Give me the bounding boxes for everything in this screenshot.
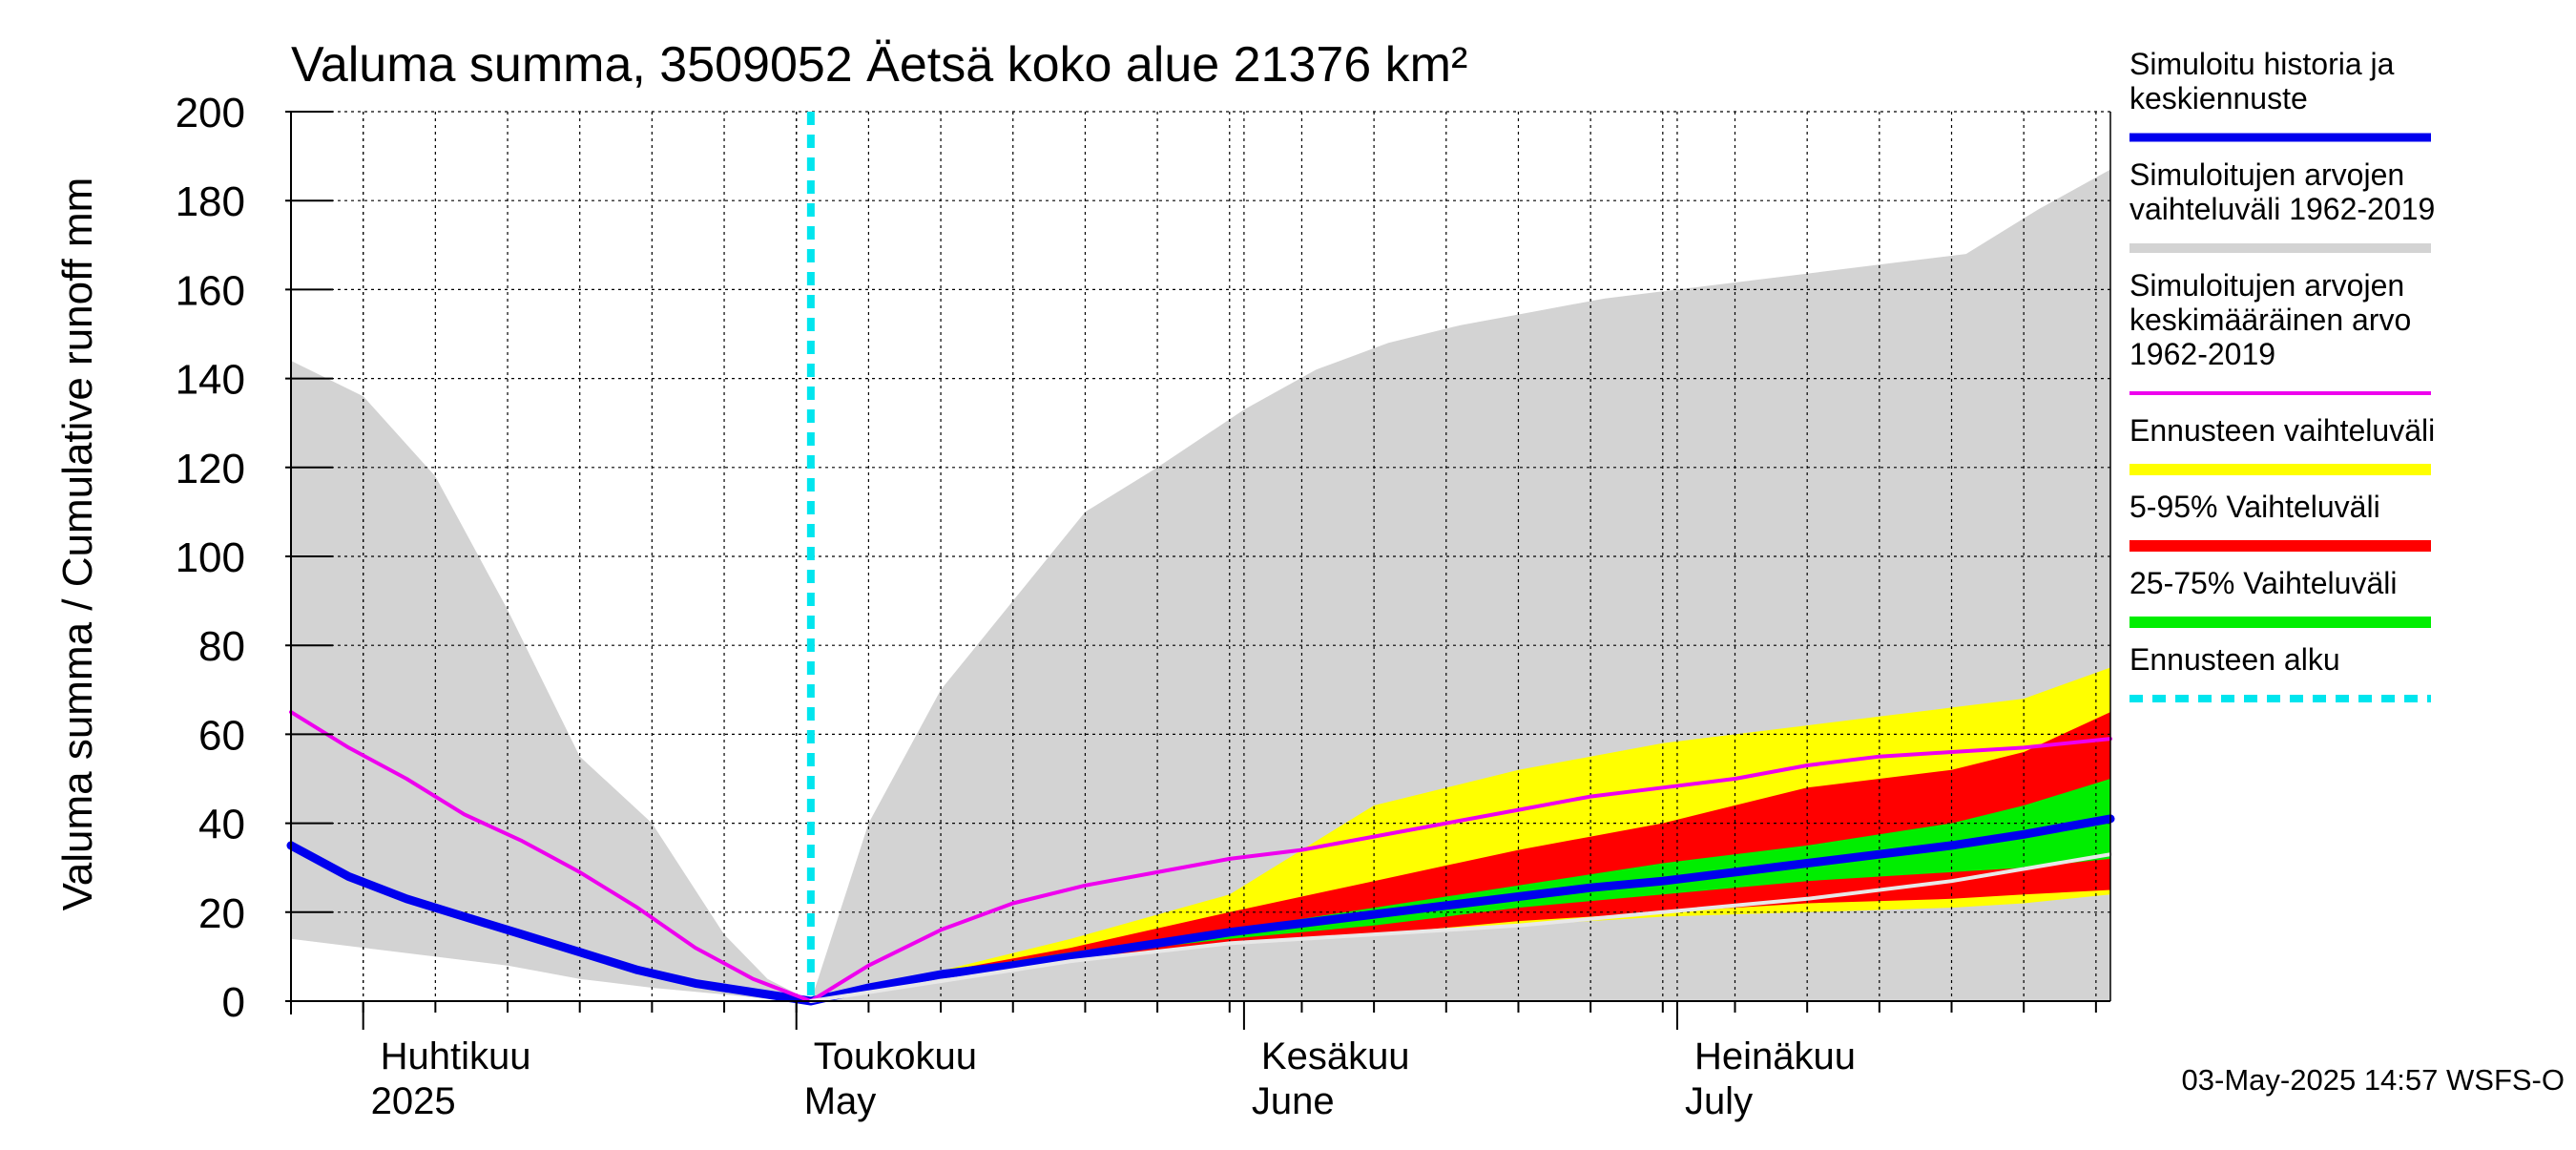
legend-label-2: Simuloitujen arvojen bbox=[2129, 268, 2404, 303]
y-tick-label: 40 bbox=[198, 802, 245, 848]
y-tick-label: 140 bbox=[176, 357, 245, 404]
x-month-label-fi-2: Kesäkuu bbox=[1261, 1035, 1410, 1077]
line-layer bbox=[286, 112, 2115, 1006]
series-line-0 bbox=[286, 814, 2115, 1006]
y-tick-label: 180 bbox=[176, 178, 245, 225]
x-month-label-fi-3: Heinäkuu bbox=[1694, 1035, 1856, 1077]
x-month-label-en-3: July bbox=[1685, 1080, 1753, 1122]
y-tick-label: 120 bbox=[176, 446, 245, 492]
legend-label-3: Ennusteen vaihteluväli bbox=[2129, 413, 2435, 448]
y-tick-label: 0 bbox=[222, 979, 245, 1026]
x-month-label-en-1: May bbox=[804, 1080, 877, 1122]
chart-title: Valuma summa, 3509052 Äetsä koko alue 21… bbox=[291, 37, 1467, 93]
legend-label-5: 25-75% Vaihteluväli bbox=[2129, 566, 2397, 600]
series-line-1 bbox=[289, 710, 2112, 1003]
legend-label-4: 5-95% Vaihteluväli bbox=[2129, 490, 2380, 524]
band-area-1 bbox=[810, 667, 2110, 1001]
y-axis-label: Valuma summa / Cumulative runoff mm bbox=[54, 178, 101, 911]
y-tick-label: 200 bbox=[176, 90, 245, 136]
legend-label-0: Simuloitu historia ja bbox=[2129, 47, 2395, 81]
y-tick-label: 80 bbox=[198, 623, 245, 670]
y-tick-label: 160 bbox=[176, 267, 245, 314]
y-tick-label: 20 bbox=[198, 890, 245, 937]
y-tick-label: 60 bbox=[198, 712, 245, 759]
timestamp-footer: 03-May-2025 14:57 WSFS-O bbox=[2182, 1063, 2565, 1097]
legend-label-1: Simuloitujen arvojen bbox=[2129, 157, 2404, 192]
x-month-label-fi-0: Huhtikuu bbox=[381, 1035, 531, 1077]
band-layer bbox=[291, 169, 2110, 1002]
x-month-label-en-2: June bbox=[1252, 1080, 1335, 1122]
legend-label-6: Ennusteen alku bbox=[2129, 642, 2340, 677]
x-month-label-fi-1: Toukokuu bbox=[814, 1035, 977, 1077]
legend-label-0: keskiennuste bbox=[2129, 81, 2308, 115]
legend-label-1: vaihteluväli 1962-2019 bbox=[2129, 192, 2435, 226]
y-tick-label: 100 bbox=[176, 534, 245, 581]
legend-label-2: 1962-2019 bbox=[2129, 337, 2275, 371]
x-month-label-en-0: 2025 bbox=[371, 1080, 456, 1122]
legend-label-2: keskimääräinen arvo bbox=[2129, 303, 2411, 337]
series-line-2 bbox=[808, 852, 2112, 1003]
